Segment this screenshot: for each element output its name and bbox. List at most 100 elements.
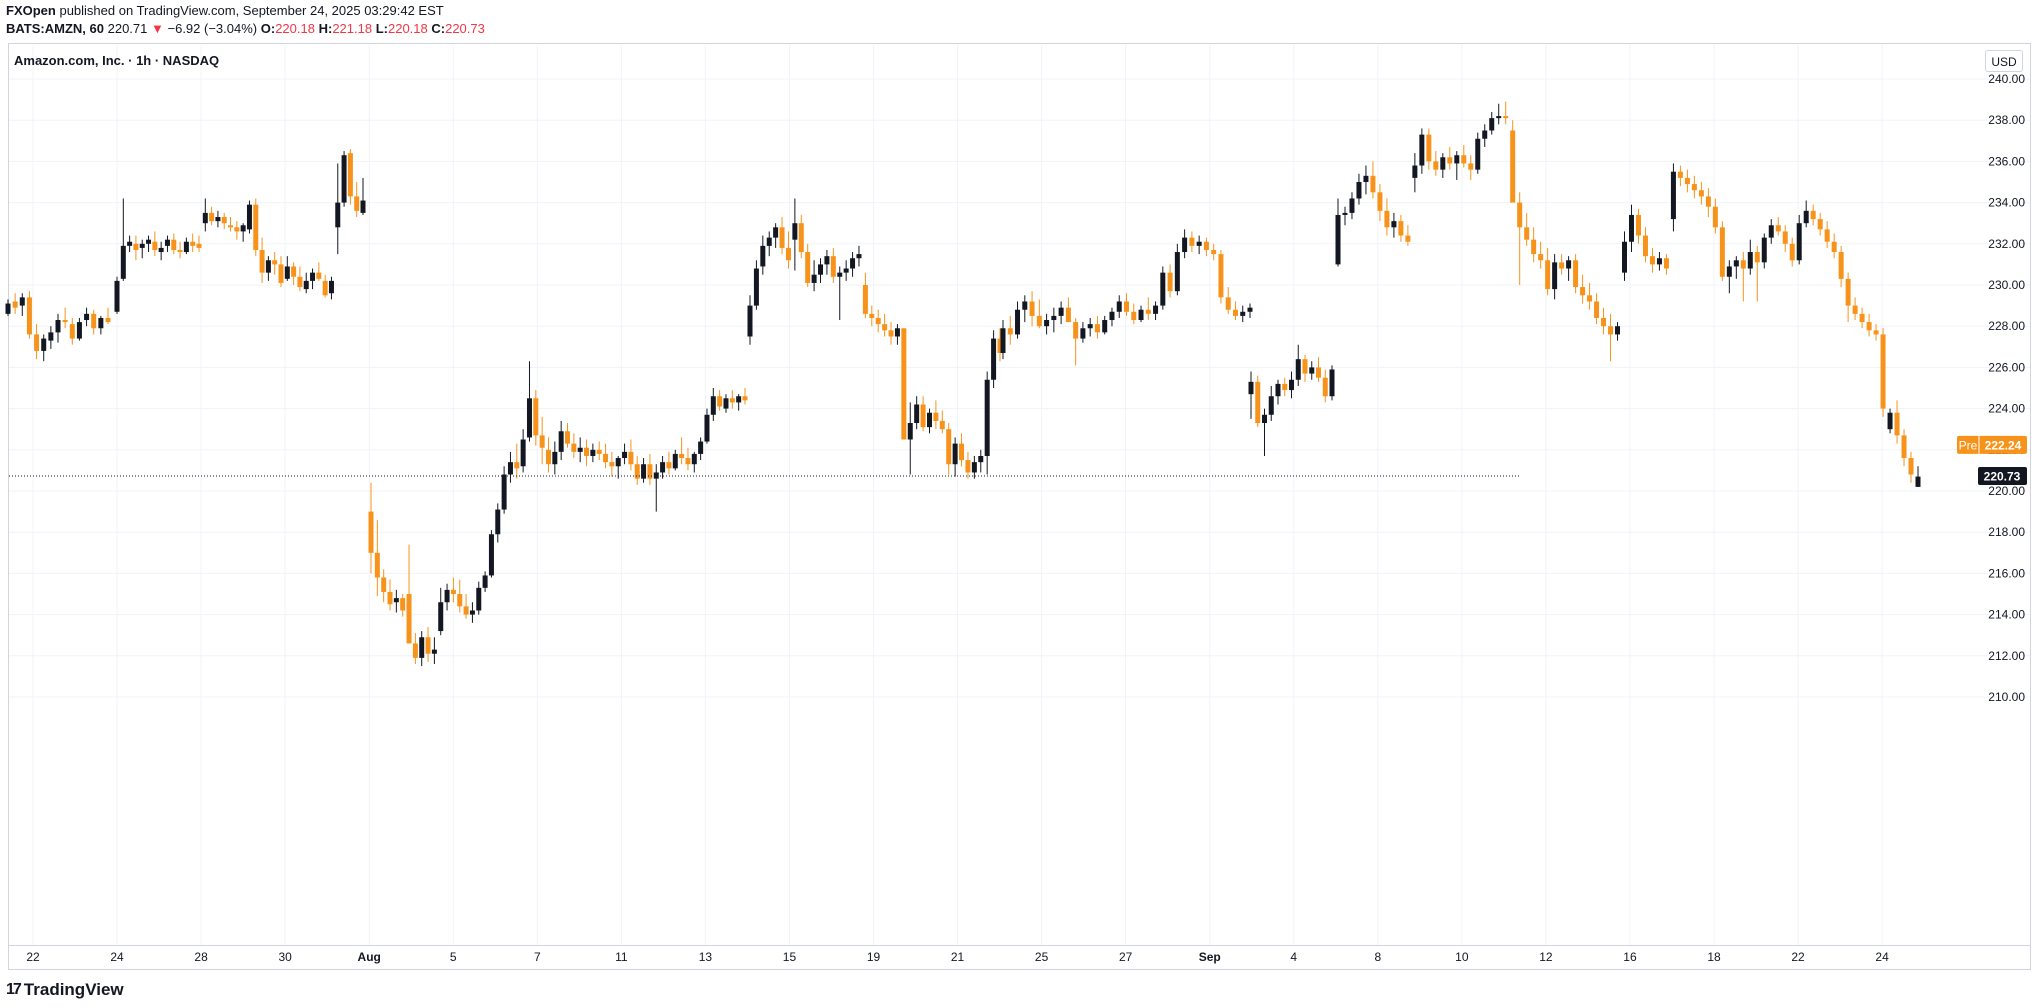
candle-body (1496, 116, 1502, 119)
candle-body (997, 338, 1003, 353)
price-tick-label: 216.00 (1988, 566, 2025, 580)
price-tick-label: 240.00 (1988, 72, 2025, 86)
last-price: 220.71 (107, 21, 148, 36)
candle-body (1705, 196, 1711, 207)
candle-body (1789, 243, 1795, 261)
candle-body (1503, 116, 1509, 119)
chart-frame[interactable] (8, 43, 2031, 970)
candle-body (1901, 435, 1907, 459)
candle-body (785, 247, 791, 261)
candle-body (1268, 396, 1274, 415)
candle-body (495, 509, 501, 535)
candle-body (1649, 256, 1655, 265)
candle-body (1538, 254, 1544, 261)
candle-body (457, 594, 463, 607)
candle-body (1309, 367, 1315, 374)
published-text: published on TradingView.com, September … (59, 3, 444, 18)
candle-body (1211, 249, 1217, 255)
candle-body (431, 649, 437, 654)
candle-body (1131, 311, 1137, 321)
candle-body (1740, 260, 1746, 269)
candle-body (1295, 359, 1301, 380)
candle-body (335, 202, 341, 228)
candle-body (577, 447, 583, 452)
candle-body (1007, 328, 1013, 335)
candle-body (120, 245, 126, 279)
candle-body (1824, 229, 1830, 242)
candle-body (1289, 379, 1294, 391)
chart-title: Amazon.com, Inc. · 1h · NASDAQ (14, 53, 220, 68)
candle-body (526, 398, 532, 438)
candle-body (1552, 262, 1558, 290)
time-tick-label: 4 (1290, 950, 1297, 964)
candle-body (1601, 317, 1607, 327)
candle-body (710, 396, 716, 415)
candle-body (888, 330, 894, 337)
symbol-legend: BATS:AMZN, 60 220.71 ▼ −6.92 (−3.04%) O:… (6, 21, 485, 36)
candle-body (412, 643, 418, 658)
time-tick-label: 5 (450, 950, 457, 964)
candle-body (747, 305, 753, 337)
candle-body (1677, 171, 1683, 178)
time-tick-label: 16 (1623, 950, 1637, 964)
candle-body (1761, 237, 1767, 263)
candle-body (1866, 322, 1872, 331)
candle-body (1545, 260, 1551, 290)
low-value: 220.18 (387, 21, 428, 36)
price-tick-label: 226.00 (1988, 360, 2025, 374)
candle-body (1608, 326, 1614, 335)
price-tick-label: 236.00 (1988, 154, 2025, 168)
candle-body (894, 328, 900, 337)
candle-body (742, 396, 748, 401)
candle-body (450, 589, 456, 594)
candle-body (1524, 227, 1530, 240)
candle-body (215, 217, 221, 222)
price-tick-label: 228.00 (1988, 319, 2025, 333)
candle-body (672, 453, 678, 469)
candle-body (164, 239, 170, 246)
candle-body (1302, 359, 1308, 374)
candle-body (1698, 190, 1704, 197)
time-tick-label: 22 (1791, 950, 1805, 964)
pre-market-tag: Pre (1959, 438, 1978, 452)
candle-body (196, 243, 202, 248)
high-label: H: (318, 21, 333, 36)
candle-body (1282, 383, 1288, 391)
candle-body (354, 196, 360, 211)
candle-body (811, 274, 817, 283)
candle-body (1670, 171, 1676, 220)
currency-button[interactable]: USD (1985, 50, 2023, 72)
candle-body (926, 412, 932, 428)
price-tick-label: 230.00 (1988, 278, 2025, 292)
time-tick-label: 21 (951, 950, 965, 964)
candle-body (818, 264, 824, 275)
candle-body (303, 280, 309, 290)
candle-body (1803, 210, 1809, 224)
candle-body (704, 414, 710, 442)
candle-body (1754, 252, 1760, 263)
candle-body (1894, 412, 1900, 436)
time-tick-label: 22 (26, 950, 40, 964)
candle-body (444, 589, 450, 603)
candle-body (959, 443, 965, 461)
candle-body (1915, 476, 1921, 487)
time-tick-label: 18 (1707, 950, 1721, 964)
candle-body (84, 313, 90, 321)
price-tick-label: 218.00 (1988, 525, 2025, 539)
candle-body (1240, 311, 1246, 316)
candle-body (234, 227, 240, 232)
candle-body (1051, 315, 1057, 321)
candle-body (1615, 326, 1621, 335)
candle-body (1622, 241, 1628, 273)
candle-body (753, 268, 759, 306)
candle-body (565, 431, 571, 444)
candle-body (1405, 235, 1411, 242)
candle-body (1656, 258, 1662, 265)
candle-body (1663, 258, 1669, 269)
candle-body (875, 317, 881, 325)
candle-body (1873, 330, 1879, 335)
time-tick-label: 7 (534, 950, 541, 964)
candle-body (34, 334, 40, 351)
tradingview-logo[interactable]: 17 TradingView (6, 980, 124, 1000)
